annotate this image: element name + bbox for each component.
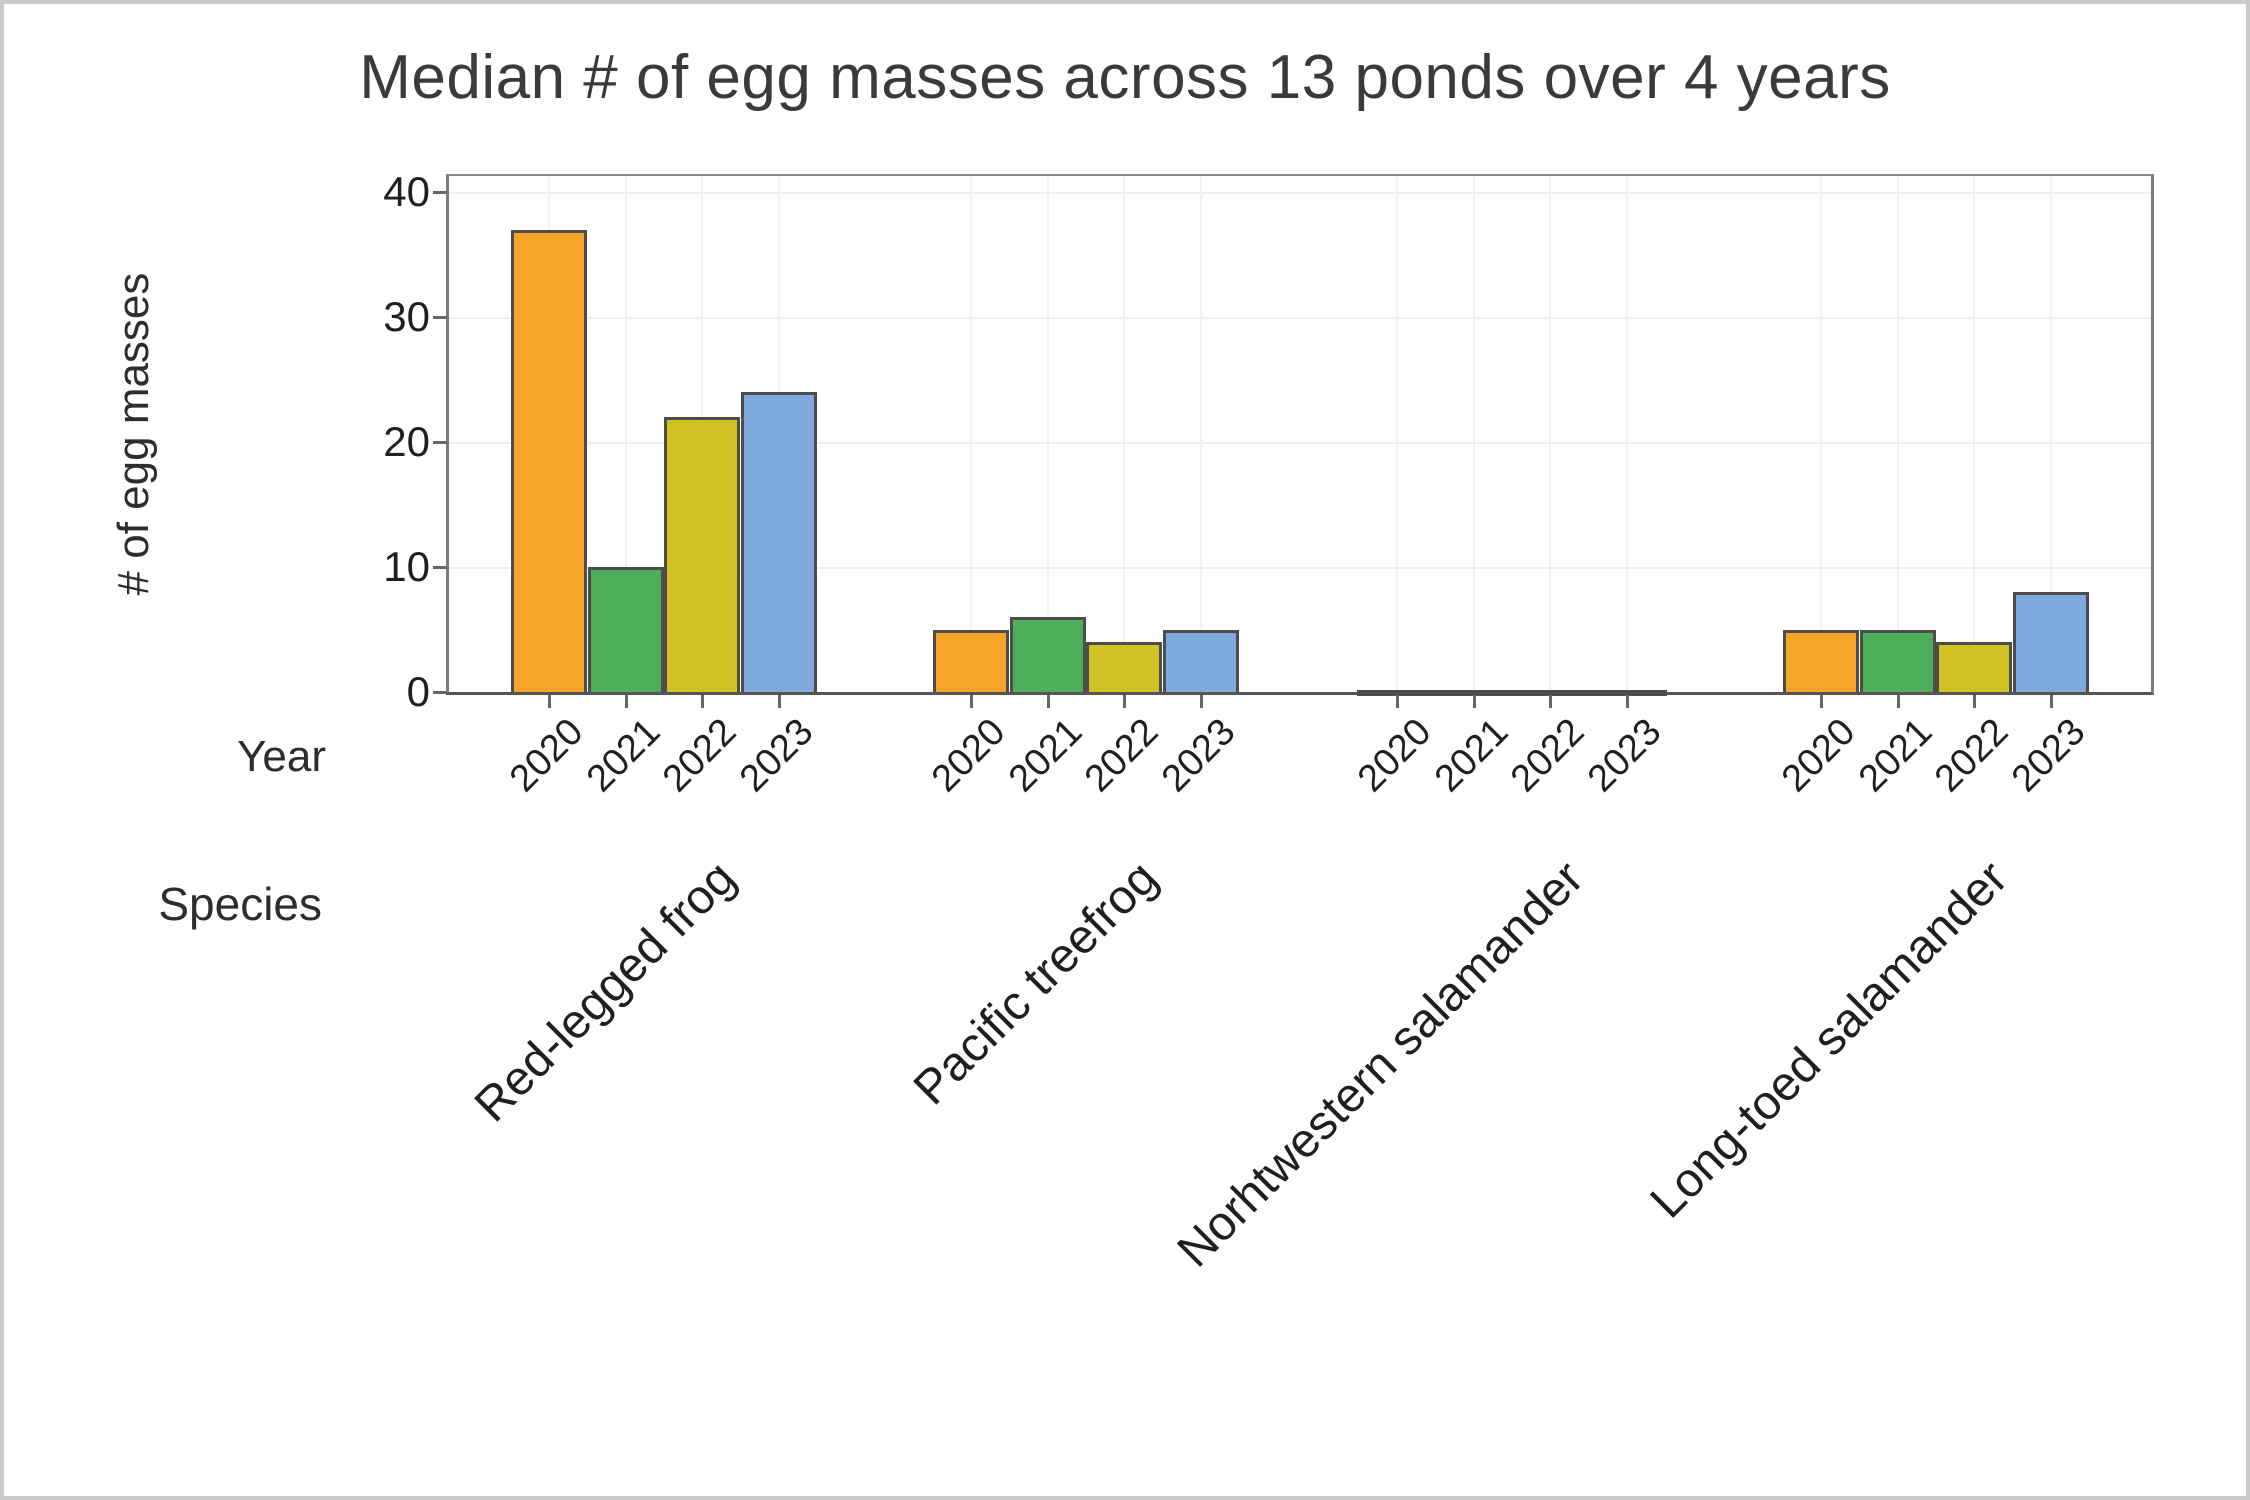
x-axis-tick (2049, 695, 2053, 708)
x-axis-tick (1820, 695, 1824, 708)
gridline-vertical (1199, 176, 1202, 692)
bar-zero-value (1357, 690, 1438, 696)
gridline-vertical (1396, 176, 1399, 692)
gridline-vertical (1896, 176, 1899, 692)
x-axis-tick (1973, 695, 1977, 708)
gridline-horizontal (449, 442, 2151, 444)
bar (1859, 629, 1936, 692)
bar (740, 392, 817, 692)
x-axis-tick (1896, 695, 1900, 708)
bar (2012, 592, 2089, 692)
gridline-vertical (1549, 176, 1552, 692)
x-axis-tick (1046, 695, 1050, 708)
y-tick-label: 10 (383, 543, 430, 590)
x-axis-row-label-species: Species (158, 878, 322, 930)
gridline-vertical (1625, 176, 1628, 692)
species-tick-label: Pacific treefrog (903, 851, 1168, 1116)
chart-title: Median # of egg masses across 13 ponds o… (359, 43, 1891, 112)
x-axis-tick (1472, 695, 1476, 708)
y-tick-label: 40 (383, 168, 430, 215)
gridline-vertical (1123, 176, 1126, 692)
species-tick-label: Norhtwestern salamander (1167, 851, 1594, 1278)
y-axis-tick (433, 191, 447, 194)
bar (1162, 629, 1239, 692)
y-axis-tick (433, 691, 447, 694)
gridline-vertical (1046, 176, 1049, 692)
x-axis-tick (548, 695, 552, 708)
bar (511, 229, 588, 692)
bar (664, 417, 741, 692)
x-axis-tick (624, 695, 628, 708)
x-axis-tick (777, 695, 781, 708)
bar (1009, 617, 1086, 692)
gridline-vertical (1973, 176, 1976, 692)
x-axis-tick (1625, 695, 1629, 708)
plot-area (446, 174, 2154, 696)
bar-zero-value (1586, 690, 1667, 696)
bar (933, 629, 1010, 692)
x-axis-tick (1549, 695, 1553, 708)
bar (587, 567, 664, 692)
species-tick-label: Long-toed salamander (1640, 851, 2018, 1229)
gridline-vertical (624, 176, 627, 692)
gridline-vertical (1820, 176, 1823, 692)
bar (1086, 642, 1163, 692)
gridline-vertical (1472, 176, 1475, 692)
bar (1936, 642, 2013, 692)
bar (1783, 629, 1860, 692)
bar-zero-value (1433, 690, 1514, 696)
x-axis-tick (1199, 695, 1203, 708)
x-axis-tick (1123, 695, 1127, 708)
y-axis-tick (433, 441, 447, 444)
x-axis-tick (970, 695, 974, 708)
x-axis-tick (701, 695, 705, 708)
y-axis-title: # of egg masses (109, 272, 158, 596)
gridline-horizontal (449, 317, 2151, 319)
x-axis-tick (1396, 695, 1400, 708)
x-axis-row-label-year: Year (237, 732, 326, 781)
gridline-horizontal (449, 567, 2151, 569)
y-axis-tick (433, 316, 447, 319)
bar-zero-value (1510, 690, 1591, 696)
y-tick-label: 0 (406, 668, 430, 715)
y-axis-tick (433, 566, 447, 569)
gridline-vertical (970, 176, 973, 692)
gridline-horizontal (449, 192, 2151, 194)
y-tick-label: 30 (383, 293, 430, 340)
y-tick-label: 20 (383, 418, 430, 465)
gridline-vertical (2049, 176, 2052, 692)
